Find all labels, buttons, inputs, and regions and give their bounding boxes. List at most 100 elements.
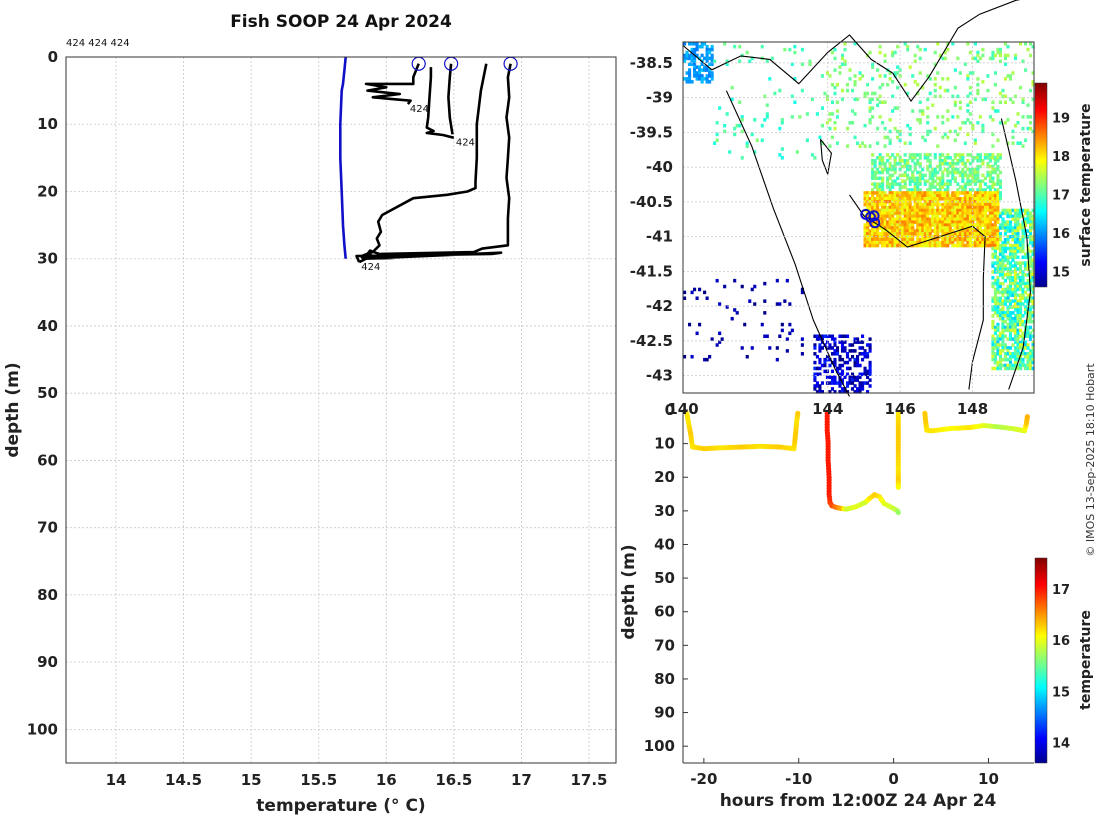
sst-cell — [976, 53, 980, 58]
sst-cell — [946, 194, 950, 198]
sst-cell — [896, 232, 900, 236]
sst-cell — [780, 322, 784, 327]
sst-cell — [695, 296, 699, 300]
sst-cell — [1026, 273, 1030, 277]
sst-cell — [878, 74, 882, 78]
sst-cell — [871, 214, 875, 219]
sst-cell — [996, 261, 1000, 265]
sst-cell — [913, 167, 917, 172]
sst-cell — [921, 176, 925, 181]
sst-cell — [913, 59, 917, 64]
sst-cell — [896, 44, 900, 49]
sst-cell — [871, 77, 875, 81]
sst-cell — [1008, 249, 1013, 254]
sst-cell — [760, 322, 764, 327]
sst-cell — [873, 185, 877, 189]
sst-cell — [1003, 94, 1008, 99]
sst-cell — [966, 220, 970, 224]
sst-cell — [755, 138, 759, 143]
sst-cell — [993, 170, 997, 175]
sst-cell — [1023, 42, 1028, 46]
sst-cell — [866, 375, 870, 379]
sst-cell — [891, 226, 895, 230]
sst-cell — [883, 226, 887, 230]
sst-cell — [1001, 334, 1005, 339]
sst-cell — [993, 281, 997, 286]
sst-cell — [996, 138, 1000, 143]
sst-cell — [838, 71, 842, 75]
sst-cell — [973, 191, 977, 195]
sst-cell — [938, 176, 942, 181]
sst-cell — [1003, 319, 1008, 324]
sst-cell — [1018, 270, 1023, 274]
sst-cell — [793, 50, 797, 55]
sst-cell — [998, 179, 1003, 183]
sst-cell — [943, 199, 947, 204]
sst-cell — [1026, 360, 1030, 365]
sst-cell — [1006, 258, 1010, 262]
sst-cell — [1026, 47, 1030, 52]
sst-cell — [996, 305, 1000, 309]
sst-cell — [820, 106, 824, 110]
sst-cell — [863, 226, 867, 230]
sst-cell — [893, 170, 897, 175]
sst-cell — [941, 205, 945, 210]
sst-cell — [708, 74, 712, 78]
sst-cell — [966, 214, 970, 219]
sst-cell — [918, 173, 922, 178]
sst-cell — [938, 229, 942, 233]
sst-cell — [1031, 302, 1035, 306]
sst-cell — [996, 188, 1000, 192]
sst-cell — [903, 164, 907, 169]
sst-cell — [933, 232, 937, 236]
sst-cell — [1016, 120, 1020, 125]
sst-cell — [921, 211, 925, 216]
sst-cell — [878, 214, 882, 219]
sst-cell — [923, 217, 927, 222]
sst-cell — [916, 226, 920, 230]
sst-cell — [948, 220, 952, 224]
sst-cell — [1001, 267, 1005, 271]
sst-cell — [1013, 53, 1018, 58]
sst-cell — [956, 211, 960, 216]
sst-cell — [878, 188, 882, 192]
sst-cell — [1006, 44, 1010, 49]
sst-cell — [830, 337, 835, 341]
sst-cell — [883, 223, 887, 227]
sst-cell — [996, 314, 1000, 318]
sst-cell — [1021, 322, 1025, 327]
sst-cell — [956, 161, 960, 166]
hovmoller-y-tick-label: 90 — [654, 704, 675, 722]
sst-cell — [916, 44, 920, 49]
sst-cell — [993, 156, 997, 160]
sst-cell — [883, 74, 887, 78]
sst-cell — [1023, 352, 1028, 356]
sst-cell — [963, 214, 967, 219]
sst-cell — [1016, 314, 1020, 318]
sst-cell — [993, 325, 997, 330]
sst-cell — [1026, 208, 1030, 213]
sst-cell — [855, 363, 860, 368]
sst-cell — [838, 366, 842, 371]
sst-cell — [858, 381, 862, 385]
sst-cell — [981, 129, 985, 134]
sst-cell — [978, 188, 982, 192]
sst-cell — [1006, 308, 1010, 312]
sst-cell — [873, 191, 877, 195]
sst-cell — [690, 42, 694, 46]
sst-cell — [1006, 299, 1010, 303]
sst-cell — [991, 223, 995, 227]
sst-cell — [943, 214, 947, 219]
sst-cell — [973, 214, 977, 219]
sst-cell — [853, 349, 857, 353]
sst-cell — [906, 232, 910, 236]
hovmoller-y-tick-label: 0 — [665, 401, 675, 419]
sst-cell — [1021, 246, 1025, 251]
ship-track-marker — [868, 210, 880, 222]
sst-cell — [998, 170, 1003, 175]
temperature-point — [795, 410, 801, 416]
sst-cell — [833, 349, 837, 353]
sst-cell — [928, 173, 932, 178]
sst-cell — [1006, 267, 1010, 271]
sst-cell — [993, 240, 997, 245]
